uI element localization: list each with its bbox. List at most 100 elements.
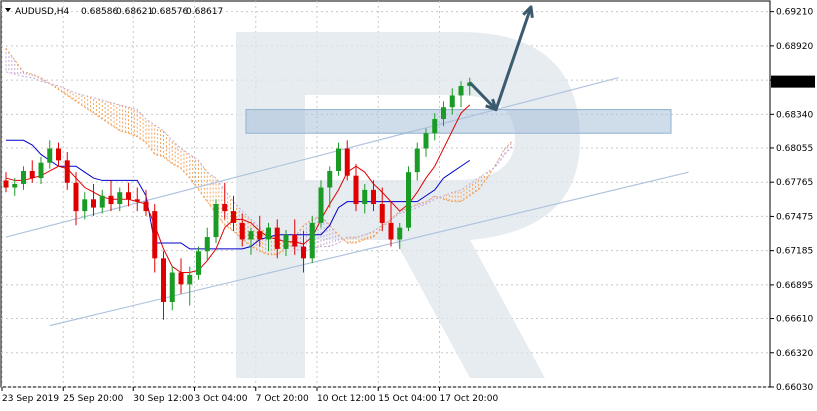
candle	[47, 140, 53, 169]
candle-body	[362, 189, 368, 205]
channel-upper-line	[5, 77, 619, 238]
x-tick-label: 23 Sep 2019	[2, 394, 59, 404]
candle-body	[108, 195, 114, 205]
x-tick-label: 15 Oct 04:00	[378, 394, 437, 404]
candle	[441, 101, 446, 127]
candle	[108, 180, 114, 212]
price-tag-label: 0.68617	[774, 78, 811, 88]
candle-body	[29, 170, 35, 179]
candle	[257, 215, 263, 247]
candle-body	[379, 204, 385, 223]
candle-body	[134, 199, 140, 202]
candle-body	[266, 227, 271, 240]
candle-body	[152, 211, 158, 259]
price-tag-bg	[771, 75, 815, 88]
candle-body	[274, 227, 280, 249]
price-channel	[5, 77, 689, 327]
candle-body	[318, 187, 324, 223]
candle-body	[64, 160, 70, 183]
forecast-arrow	[468, 5, 534, 112]
candle-body	[423, 133, 429, 149]
candle-body	[283, 234, 289, 249]
price-axis: 0.692100.689200.686300.683400.680550.677…	[770, 8, 813, 393]
candle-body	[3, 180, 9, 188]
header-open: 0.68586	[81, 7, 118, 17]
candle	[327, 166, 333, 208]
candle	[64, 152, 70, 190]
candle	[187, 266, 193, 306]
candle	[274, 219, 280, 259]
y-tick-label: 0.66895	[776, 281, 813, 291]
candle-body	[353, 175, 359, 205]
dropdown-triangle-icon[interactable]	[5, 8, 11, 12]
candle	[12, 178, 18, 196]
candle-body	[449, 95, 455, 108]
candle-body	[161, 258, 166, 303]
candle-body	[458, 85, 464, 96]
candle-body	[187, 274, 193, 285]
candle	[143, 189, 149, 216]
candle-body	[248, 231, 254, 240]
candle-body	[371, 189, 376, 205]
y-tick-label: 0.68920	[776, 42, 813, 52]
candle	[336, 142, 341, 176]
candle-body	[388, 222, 394, 240]
candle-body	[414, 148, 420, 173]
y-tick-label: 0.66320	[776, 349, 813, 359]
candle-body	[257, 231, 263, 240]
ichimoku-cloud	[5, 47, 514, 256]
candle	[222, 182, 228, 220]
kijun-sen	[6, 139, 471, 250]
arrowhead-down	[485, 98, 498, 112]
candle	[239, 213, 245, 247]
candle	[38, 156, 44, 184]
candle-body	[73, 182, 79, 212]
x-tick-label: 30 Sep 12:00	[133, 394, 193, 404]
candle	[292, 219, 298, 255]
candle	[82, 192, 88, 220]
candle	[152, 204, 158, 273]
candle-body	[38, 162, 44, 179]
candle	[248, 227, 254, 255]
header-low: 0.68576	[151, 7, 188, 17]
y-tick-label: 0.67765	[776, 178, 813, 188]
candle	[449, 88, 455, 115]
arrowhead-up	[522, 5, 534, 19]
candle	[397, 222, 403, 249]
candle-body	[292, 234, 298, 247]
y-tick-label: 0.67185	[776, 247, 813, 257]
candle	[353, 163, 359, 212]
candle	[423, 128, 429, 157]
candle	[414, 142, 420, 181]
candle-body	[204, 237, 210, 252]
candle	[362, 183, 368, 214]
time-axis: 23 Sep 2019 25 Sep 20:00 30 Sep 12:00 3 Oct…	[1, 387, 498, 404]
candle-body	[91, 199, 96, 208]
candle-body	[327, 170, 333, 188]
candle	[73, 172, 79, 226]
candle-body	[231, 211, 236, 223]
candle-body	[169, 272, 175, 303]
candle	[213, 199, 219, 243]
candle	[406, 166, 411, 232]
x-tick-label: 10 Oct 12:00	[317, 394, 376, 404]
candle	[266, 222, 271, 252]
candle-body	[397, 227, 403, 240]
candle-body	[336, 148, 341, 171]
candle-body	[117, 192, 123, 205]
candle	[126, 182, 131, 207]
senkou-span-a	[5, 47, 514, 256]
candle-body	[432, 119, 438, 134]
candle-body	[213, 204, 219, 238]
candle	[458, 81, 464, 108]
candle	[117, 187, 123, 212]
header-symbol: AUDUSD,H4	[15, 7, 70, 17]
candle	[432, 113, 438, 141]
y-tick-label: 0.66030	[776, 383, 813, 393]
candle	[196, 246, 201, 280]
candle	[283, 230, 289, 256]
candle-body	[47, 148, 53, 163]
candle-body	[143, 201, 149, 212]
candle	[134, 187, 140, 212]
